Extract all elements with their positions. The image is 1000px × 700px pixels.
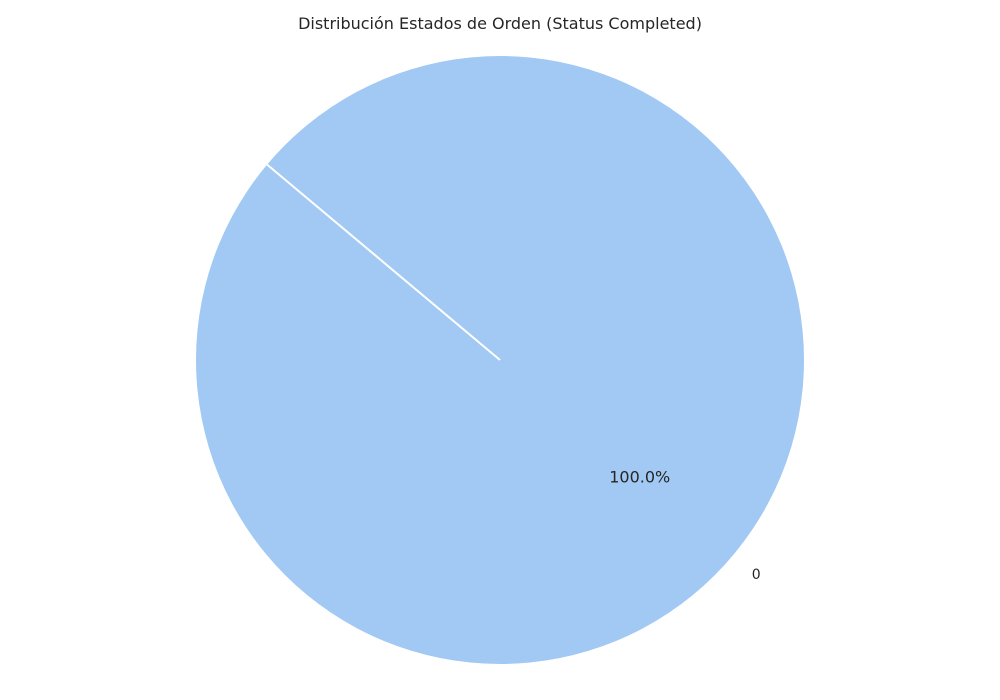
chart-title: Distribución Estados de Orden (Status Co… [298, 14, 702, 33]
slice-percent-label: 100.0% [609, 468, 670, 487]
slice-category-label: 0 [752, 567, 761, 583]
pie-slice-edge [266, 163, 501, 361]
